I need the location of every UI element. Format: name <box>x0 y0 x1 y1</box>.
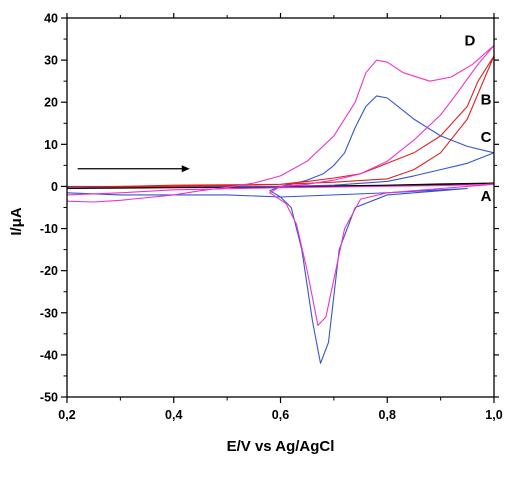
y-tick-label: 0 <box>51 180 58 194</box>
y-tick-label: -10 <box>40 222 58 236</box>
y-tick-label: -20 <box>40 264 58 278</box>
x-tick-label: 0,4 <box>165 408 182 422</box>
y-tick-label: -40 <box>40 348 58 362</box>
series-line-C <box>66 95 495 364</box>
y-tick-label: -30 <box>40 306 58 320</box>
series-label-A: A <box>481 188 492 205</box>
y-tick-label: 20 <box>44 96 58 110</box>
y-tick-label: 10 <box>44 138 58 152</box>
x-tick-label: 0,8 <box>379 408 396 422</box>
y-tick-label: 30 <box>44 54 58 68</box>
series-line-B <box>66 55 495 189</box>
axis-tick-labels: 0,2 0,4 0,6 0,8 1,0 -50 -40 -30 -20 -10 0 10 20 30 40 <box>40 12 503 423</box>
series-line-D <box>66 44 495 326</box>
series-label-D: D <box>465 32 476 49</box>
y-tick-label: -50 <box>40 391 58 405</box>
series-label-C: C <box>481 129 492 146</box>
series-labels: A C B D <box>465 32 492 205</box>
series-label-B: B <box>481 91 492 108</box>
x-tick-label: 1,0 <box>485 408 502 422</box>
y-tick-label: 40 <box>44 12 58 26</box>
x-tick-label: 0,2 <box>58 408 75 422</box>
x-axis-title: E/V vs Ag/AgCl <box>227 438 335 455</box>
arrow-head <box>181 165 190 173</box>
axis-ticks <box>61 13 499 403</box>
scan-direction-arrow <box>77 165 190 173</box>
y-axis-title: I/μA <box>8 207 25 236</box>
x-tick-label: 0,6 <box>272 408 289 422</box>
